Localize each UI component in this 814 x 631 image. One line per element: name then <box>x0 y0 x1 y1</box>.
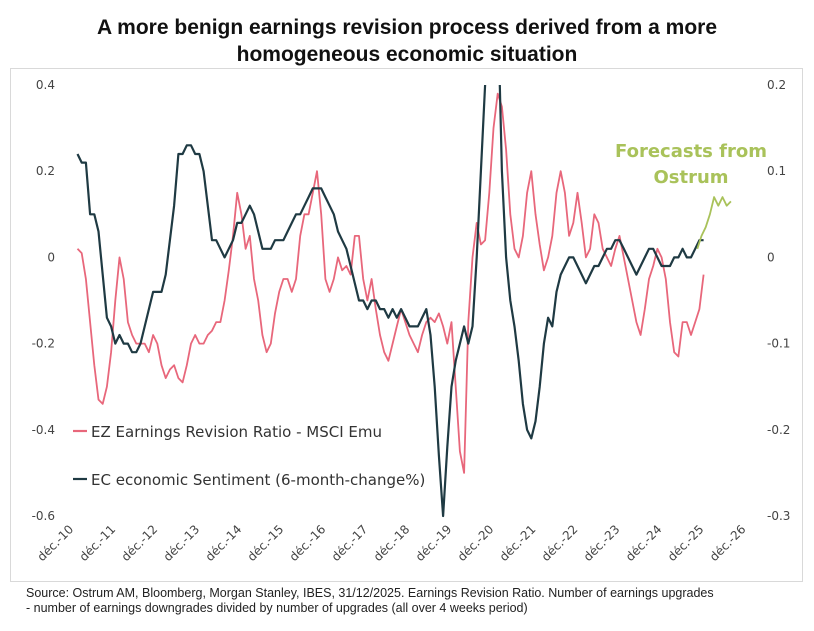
chart-title-line-2: homogeneous economic situation <box>236 43 578 66</box>
y-left-tick-label: 0 <box>47 250 55 264</box>
y-left-tick-label: -0.4 <box>32 423 55 437</box>
x-tick-label: déc.-23 <box>581 522 623 564</box>
legend-label: EZ Earnings Revision Ratio - MSCI Emu <box>91 423 382 441</box>
y-left-tick-label: 0.2 <box>36 164 55 178</box>
x-tick-label: déc.-12 <box>119 522 161 564</box>
x-tick-label: déc.-19 <box>413 522 455 564</box>
x-tick-label: déc.-10 <box>35 522 77 564</box>
x-tick-label: déc.-24 <box>623 522 665 564</box>
x-tick-label: déc.-16 <box>287 522 329 564</box>
source-line-1: Source: Ostrum AM, Bloomberg, Morgan Sta… <box>26 586 714 600</box>
series-line-ostrum-forecast <box>696 196 732 250</box>
source-line-2: - number of earnings downgrades divided … <box>26 601 528 615</box>
x-tick-label: déc.-21 <box>497 522 539 564</box>
x-tick-label: déc.-13 <box>161 522 203 564</box>
y-left-tick-label: -0.2 <box>32 337 55 351</box>
forecast-annotation-line-2: Ostrum <box>653 167 728 188</box>
x-tick-label: déc.-11 <box>77 522 119 564</box>
chart-plot: 0.4 0.2 0 -0.2 -0.4 -0.6 0.2 0.1 0 -0.1 -0.2 -0.3 dé… <box>32 78 791 564</box>
x-tick-label: déc.-25 <box>665 522 707 564</box>
y-right-tick-label: 0 <box>767 250 775 264</box>
x-tick-label: déc.-15 <box>245 522 287 564</box>
y-right-tick-label: -0.1 <box>767 337 790 351</box>
y-right-tick-label: -0.3 <box>767 509 790 523</box>
chart-title: A more benign earnings revision process … <box>0 14 814 68</box>
x-tick-label: déc.-14 <box>203 522 245 564</box>
y-right-tick-label: 0.2 <box>767 78 786 92</box>
source-note: Source: Ostrum AM, Bloomberg, Morgan Sta… <box>26 586 801 616</box>
chart-title-line-1: A more benign earnings revision process … <box>96 16 718 39</box>
x-tick-label: déc.-22 <box>539 522 581 564</box>
x-tick-label: déc.-26 <box>707 522 749 564</box>
x-tick-label: déc.-17 <box>329 522 371 564</box>
series-line-ez-revision-ratio <box>76 92 705 474</box>
y-right-tick-label: -0.2 <box>767 423 790 437</box>
legend-label: EC economic Sentiment (6-month-change%) <box>91 471 425 489</box>
forecast-annotation-line-1: Forecasts from <box>615 141 767 162</box>
y-left-tick-label: -0.6 <box>32 509 55 523</box>
y-right-tick-label: 0.1 <box>767 164 786 178</box>
chart-panel: 0.4 0.2 0 -0.2 -0.4 -0.6 0.2 0.1 0 -0.1 -0.2 -0.3 dé… <box>10 68 803 582</box>
series-line-ec-sentiment <box>76 85 704 518</box>
y-left-tick-label: 0.4 <box>36 78 55 92</box>
x-tick-label: déc.-18 <box>371 522 413 564</box>
x-tick-label: déc.-20 <box>455 522 497 564</box>
